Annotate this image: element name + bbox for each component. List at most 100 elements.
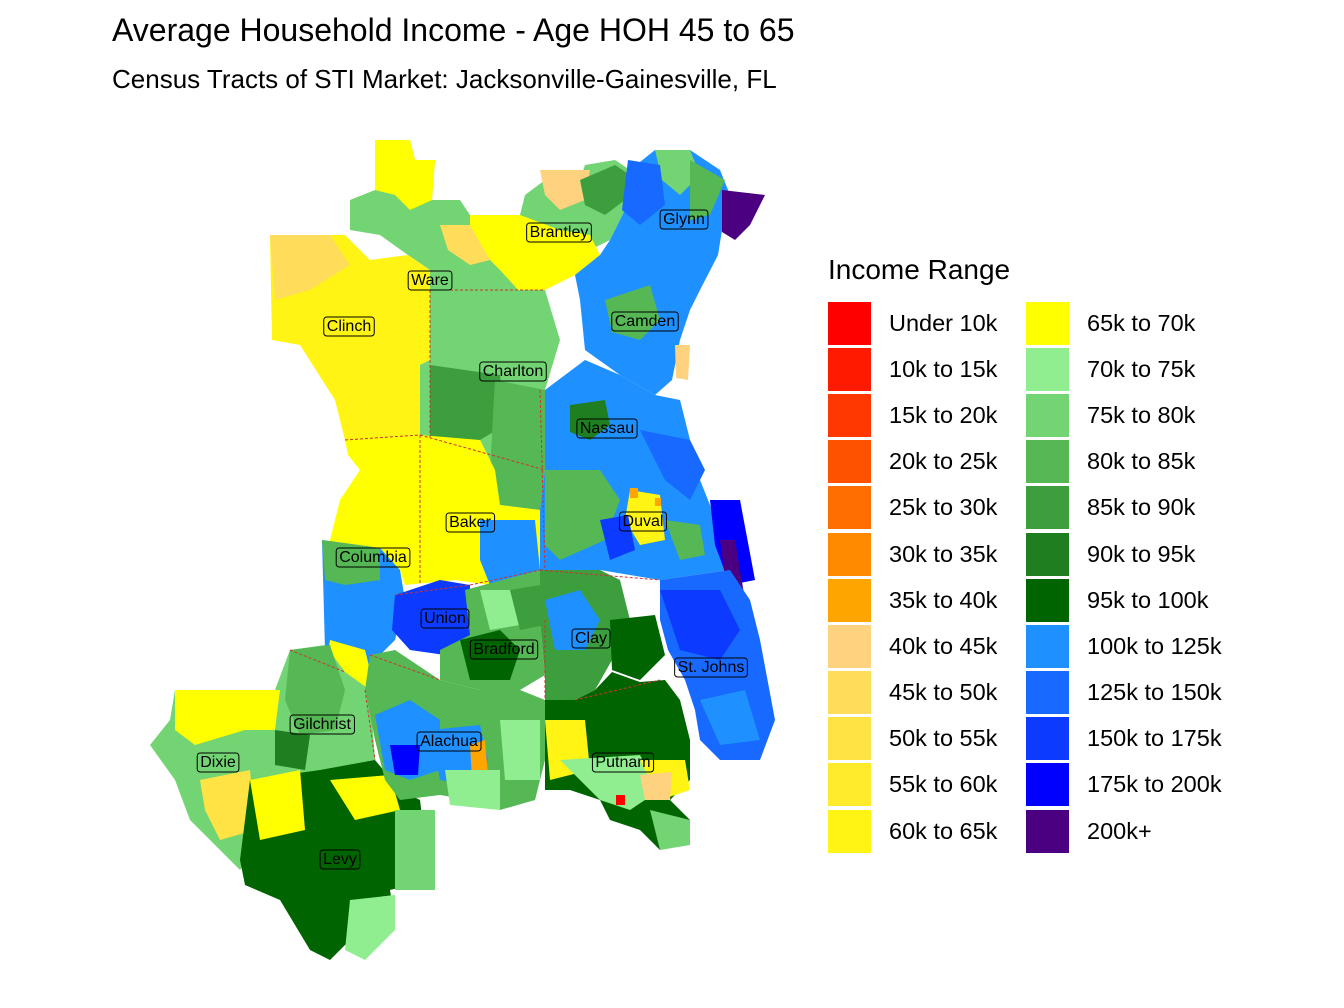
census-tract	[480, 520, 540, 585]
census-tract	[622, 160, 665, 225]
legend-label: 80k to 85k	[1087, 448, 1196, 475]
census-tract	[345, 895, 395, 960]
county-label-box	[591, 752, 655, 773]
legend-label: 65k to 70k	[1087, 309, 1196, 336]
legend-item: 25k to 30k	[828, 485, 997, 531]
map-subtitle: Census Tracts of STI Market: Jacksonvill…	[112, 64, 777, 94]
map-title: Average Household Income - Age HOH 45 to…	[112, 12, 795, 48]
legend-item: 100k to 125k	[1026, 623, 1222, 669]
legend-label: 45k to 50k	[889, 679, 998, 706]
legend-swatch	[828, 717, 871, 761]
census-tract	[545, 470, 620, 560]
county-boundary	[394, 584, 471, 596]
census-tract	[722, 190, 765, 240]
census-tract	[690, 160, 725, 220]
census-tract	[375, 140, 435, 210]
legend-swatch	[828, 809, 871, 853]
legend-label: 100k to 125k	[1087, 632, 1222, 659]
county-boundary	[469, 569, 541, 586]
census-tract	[665, 520, 705, 560]
census-tract	[285, 645, 345, 735]
legend-item: 65k to 70k	[1026, 300, 1222, 346]
county-label-text: Baker	[449, 514, 491, 531]
census-tract	[650, 810, 690, 850]
legend-item: 70k to 75k	[1026, 346, 1222, 392]
legend-item: 50k to 55k	[828, 716, 997, 762]
legend-swatch	[828, 347, 871, 391]
county-label-text: Columbia	[339, 549, 407, 566]
county-label: Dixie	[196, 752, 240, 773]
county-label: Ware	[407, 270, 453, 291]
census-tract	[275, 730, 310, 770]
legend-item: 175k to 200k	[1026, 762, 1222, 808]
legend-label: 125k to 150k	[1087, 679, 1222, 706]
county-label-text: Alachua	[420, 733, 478, 750]
census-tract	[480, 590, 520, 630]
county-label-box	[611, 311, 679, 332]
county-label-box	[469, 639, 539, 660]
census-tract	[500, 720, 540, 780]
census-tract	[395, 810, 435, 890]
county-boundary	[419, 434, 546, 471]
census-tract	[330, 775, 400, 820]
legend-swatch	[1026, 717, 1069, 761]
census-tract	[610, 615, 665, 680]
census-tract	[510, 585, 545, 630]
census-tract	[660, 590, 740, 660]
census-tract	[445, 770, 500, 810]
county-label-box	[571, 628, 611, 649]
census-tract	[570, 400, 610, 440]
county-label-text: Nassau	[580, 420, 634, 437]
county-label-box	[319, 849, 361, 870]
legend-item: 80k to 85k	[1026, 439, 1222, 485]
county-label-text: Charlton	[483, 363, 543, 380]
county-label-text: Levy	[323, 851, 357, 868]
county-label-box	[526, 222, 592, 243]
legend-label: 40k to 45k	[889, 632, 998, 659]
legend-item: 10k to 15k	[828, 346, 997, 392]
census-tract	[540, 170, 590, 210]
census-tract	[560, 755, 660, 810]
legend-label: 15k to 20k	[889, 401, 998, 428]
census-tract	[270, 235, 350, 300]
legend-item: 30k to 35k	[828, 531, 997, 577]
county-label-text: Dixie	[200, 754, 236, 771]
county-label: Brantley	[526, 222, 592, 243]
county-label-box	[196, 752, 240, 773]
census-tract	[640, 430, 705, 500]
legend-label: 60k to 65k	[889, 817, 998, 844]
legend-label: 200k+	[1087, 817, 1152, 844]
legend-swatch	[1026, 763, 1069, 807]
census-tract	[640, 772, 672, 800]
legend-label: 25k to 30k	[889, 494, 998, 521]
legend-swatch	[1026, 809, 1069, 853]
legend-swatch	[1026, 532, 1069, 576]
legend-label: 50k to 55k	[889, 725, 998, 752]
census-tract	[440, 225, 490, 265]
census-tract	[616, 795, 625, 805]
county-label-text: Bradford	[473, 641, 534, 658]
legend-title: Income Range	[828, 254, 1011, 285]
census-tract	[460, 630, 520, 680]
census-tract	[580, 165, 630, 215]
legend-label: 175k to 200k	[1087, 771, 1222, 798]
legend-item: 15k to 20k	[828, 392, 997, 438]
legend-label: 75k to 80k	[1087, 401, 1196, 428]
legend-label: 85k to 90k	[1087, 494, 1196, 521]
census-tract	[655, 498, 661, 506]
county-label-box	[335, 547, 411, 568]
county-label-text: Glynn	[663, 211, 705, 228]
legend-item: 55k to 60k	[828, 762, 997, 808]
legend-column-1: Under 10k 10k to 15k 15k to 20k 20k to 25k 2…	[828, 300, 997, 854]
legend-label: 70k to 75k	[1087, 355, 1196, 382]
census-tract	[175, 690, 280, 745]
county-label-text: Brantley	[530, 224, 589, 241]
legend-item: 40k to 45k	[828, 623, 997, 669]
legend-swatch	[1026, 393, 1069, 437]
county-boundary	[539, 389, 546, 571]
legend-item: 75k to 80k	[1026, 392, 1222, 438]
county-label: Baker	[445, 512, 496, 533]
county-label: Union	[420, 608, 470, 629]
legend-label: 55k to 60k	[889, 771, 998, 798]
legend-swatch	[828, 393, 871, 437]
